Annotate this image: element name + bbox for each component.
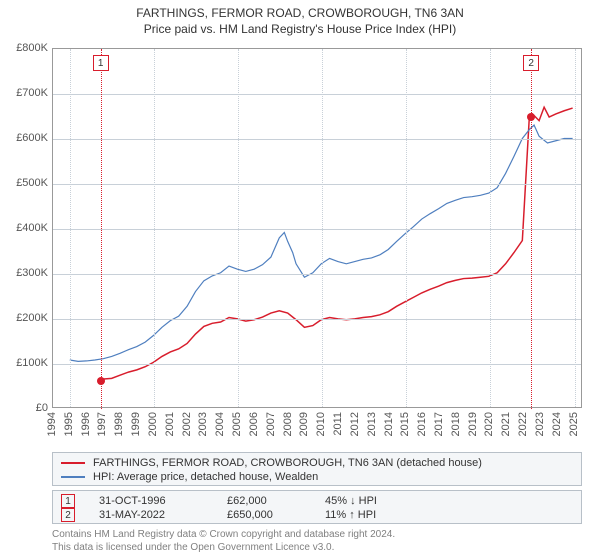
gridline-v bbox=[490, 49, 492, 407]
gridline-h bbox=[53, 139, 581, 140]
sale-marker-badge: 1 bbox=[61, 494, 75, 508]
x-tick-label: 2010 bbox=[315, 412, 327, 436]
sale-hpi-delta: 45% ↓ HPI bbox=[325, 495, 425, 507]
sale-date: 31-MAY-2022 bbox=[99, 509, 209, 521]
gridline-v bbox=[238, 49, 240, 407]
sale-row: 2 31-MAY-2022 £650,000 11% ↑ HPI bbox=[61, 508, 573, 522]
x-tick-label: 2024 bbox=[551, 412, 563, 436]
gridline-v bbox=[70, 49, 72, 407]
y-tick-label: £400K bbox=[0, 222, 48, 234]
sale-marker-line bbox=[531, 49, 532, 409]
sale-data-point bbox=[527, 113, 535, 121]
x-tick-label: 1994 bbox=[46, 412, 58, 436]
x-tick-label: 2011 bbox=[332, 412, 344, 436]
legend-label: HPI: Average price, detached house, Weal… bbox=[93, 471, 318, 483]
x-tick-label: 2016 bbox=[416, 412, 428, 436]
x-tick-label: 2022 bbox=[517, 412, 529, 436]
gridline-v bbox=[406, 49, 408, 407]
line-series-svg bbox=[53, 49, 581, 407]
x-tick-label: 1998 bbox=[113, 412, 125, 436]
y-tick-label: £300K bbox=[0, 267, 48, 279]
series-hpi bbox=[70, 125, 573, 361]
y-tick-label: £500K bbox=[0, 177, 48, 189]
y-tick-label: £600K bbox=[0, 132, 48, 144]
attribution-footer: Contains HM Land Registry data © Crown c… bbox=[52, 528, 395, 554]
legend-label: FARTHINGS, FERMOR ROAD, CROWBOROUGH, TN6… bbox=[93, 457, 482, 469]
x-tick-label: 1997 bbox=[96, 412, 108, 436]
gridline-h bbox=[53, 274, 581, 275]
x-tick-label: 2012 bbox=[349, 412, 361, 436]
x-tick-label: 2005 bbox=[231, 412, 243, 436]
x-tick-label: 2004 bbox=[214, 412, 226, 436]
series-price_paid bbox=[100, 107, 572, 379]
sale-data-point bbox=[97, 377, 105, 385]
x-tick-label: 1995 bbox=[63, 412, 75, 436]
sale-marker-badge: 2 bbox=[523, 55, 539, 71]
chart-title: FARTHINGS, FERMOR ROAD, CROWBOROUGH, TN6… bbox=[0, 6, 600, 36]
x-tick-label: 2008 bbox=[282, 412, 294, 436]
x-tick-label: 2001 bbox=[164, 412, 176, 436]
gridline-h bbox=[53, 184, 581, 185]
x-tick-label: 2019 bbox=[467, 412, 479, 436]
x-tick-label: 2013 bbox=[366, 412, 378, 436]
sale-price: £62,000 bbox=[227, 495, 307, 507]
gridline-v bbox=[575, 49, 577, 407]
sale-marker-badge: 1 bbox=[93, 55, 109, 71]
sale-date: 31-OCT-1996 bbox=[99, 495, 209, 507]
x-tick-label: 2018 bbox=[450, 412, 462, 436]
footer-line: This data is licensed under the Open Gov… bbox=[52, 541, 395, 554]
x-tick-label: 1996 bbox=[80, 412, 92, 436]
y-tick-label: £100K bbox=[0, 357, 48, 369]
sale-marker-line bbox=[101, 49, 102, 409]
x-tick-label: 2009 bbox=[298, 412, 310, 436]
sales-panel: 1 31-OCT-1996 £62,000 45% ↓ HPI 2 31-MAY-2022… bbox=[52, 490, 582, 524]
x-tick-label: 2023 bbox=[534, 412, 546, 436]
sale-hpi-delta: 11% ↑ HPI bbox=[325, 509, 425, 521]
y-tick-label: £800K bbox=[0, 42, 48, 54]
legend-row-price-paid: FARTHINGS, FERMOR ROAD, CROWBOROUGH, TN6… bbox=[61, 456, 573, 470]
title-address: FARTHINGS, FERMOR ROAD, CROWBOROUGH, TN6… bbox=[0, 6, 600, 20]
x-tick-label: 2002 bbox=[181, 412, 193, 436]
x-tick-label: 2017 bbox=[433, 412, 445, 436]
x-tick-label: 2020 bbox=[483, 412, 495, 436]
gridline-h bbox=[53, 94, 581, 95]
x-tick-label: 2006 bbox=[248, 412, 260, 436]
sale-row: 1 31-OCT-1996 £62,000 45% ↓ HPI bbox=[61, 494, 573, 508]
gridline-v bbox=[154, 49, 156, 407]
sale-marker-badge: 2 bbox=[61, 508, 75, 522]
gridline-h bbox=[53, 364, 581, 365]
gridline-h bbox=[53, 229, 581, 230]
x-tick-label: 2007 bbox=[265, 412, 277, 436]
y-tick-label: £700K bbox=[0, 87, 48, 99]
x-tick-label: 2021 bbox=[500, 412, 512, 436]
title-subtitle: Price paid vs. HM Land Registry's House … bbox=[0, 22, 600, 36]
y-tick-label: £200K bbox=[0, 312, 48, 324]
x-tick-label: 2025 bbox=[568, 412, 580, 436]
x-tick-label: 1999 bbox=[130, 412, 142, 436]
sale-price: £650,000 bbox=[227, 509, 307, 521]
x-tick-label: 2015 bbox=[399, 412, 411, 436]
x-tick-label: 2000 bbox=[147, 412, 159, 436]
legend-swatch bbox=[61, 476, 85, 478]
x-tick-label: 2003 bbox=[197, 412, 209, 436]
gridline-h bbox=[53, 319, 581, 320]
footer-line: Contains HM Land Registry data © Crown c… bbox=[52, 528, 395, 541]
legend-row-hpi: HPI: Average price, detached house, Weal… bbox=[61, 470, 573, 484]
legend-panel: FARTHINGS, FERMOR ROAD, CROWBOROUGH, TN6… bbox=[52, 452, 582, 486]
plot-area: 12 bbox=[52, 48, 582, 408]
legend-swatch bbox=[61, 462, 85, 464]
x-tick-label: 2014 bbox=[383, 412, 395, 436]
gridline-v bbox=[322, 49, 324, 407]
y-tick-label: £0 bbox=[0, 402, 48, 414]
